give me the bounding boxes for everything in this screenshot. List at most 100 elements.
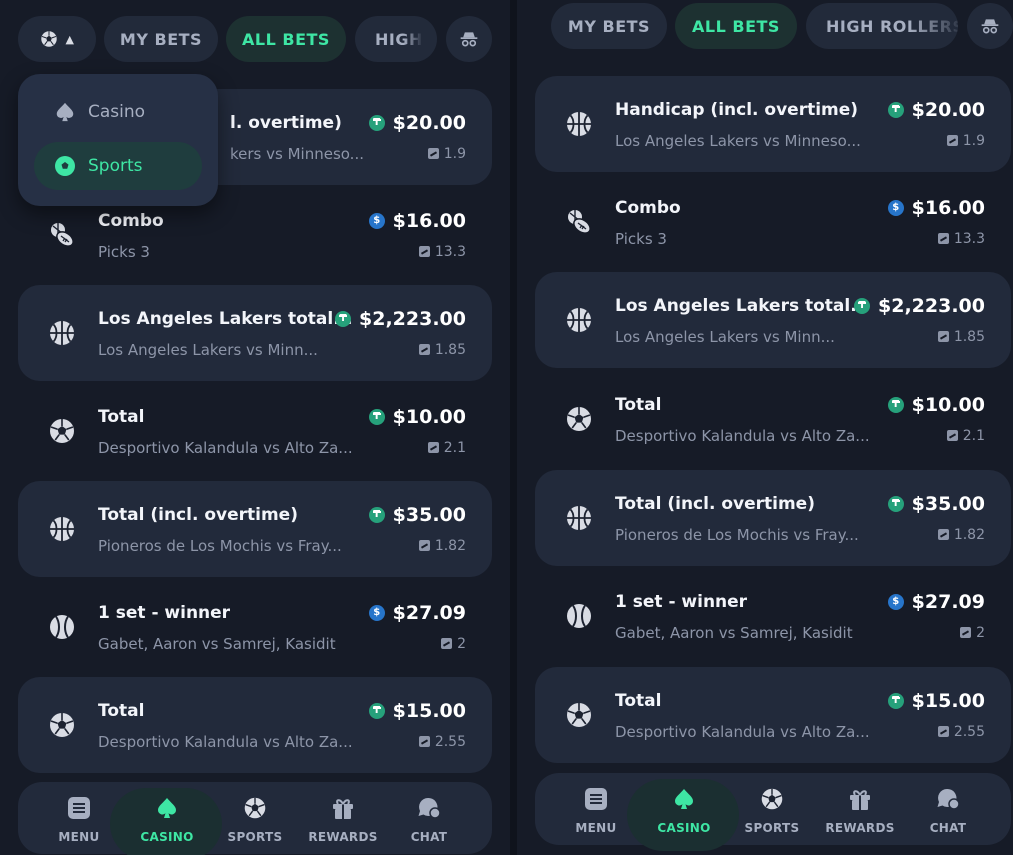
bet-subtitle: Pioneros de Los Mochis vs Fray... (98, 537, 342, 555)
bet-amount: $ $16.00 (368, 210, 466, 232)
bet-row[interactable]: Los Angeles Lakers total... Los Angeles … (18, 285, 492, 381)
tether-icon: T (368, 507, 385, 523)
bet-amount: $ $27.09 (368, 602, 466, 624)
basketball-icon (565, 504, 593, 532)
basketball-icon (48, 515, 76, 543)
nav-rewards[interactable]: REWARDS (817, 773, 903, 845)
dropdown-item-casino[interactable]: Casino (34, 88, 202, 136)
nav-chat[interactable]: CHAT (386, 782, 472, 854)
bet-row[interactable]: 1 set - winner Gabet, Aaron vs Samrej, K… (18, 579, 492, 675)
tennis-ball-icon (565, 602, 593, 630)
bet-subtitle: kers vs Minneso... (230, 145, 364, 163)
right-panel: MY BETS ALL BETS HIGH ROLLERS Handicap (… (517, 0, 1013, 855)
soccer-ball-icon (55, 156, 75, 176)
tether-icon: T (887, 496, 904, 512)
bet-odds: 1.85 (937, 329, 985, 345)
bet-title: Total (incl. overtime) (615, 494, 815, 514)
nav-chat[interactable]: CHAT (905, 773, 991, 845)
odds-icon (960, 627, 972, 638)
spade-icon (672, 787, 696, 811)
spade-icon (54, 101, 76, 123)
soccer-ball-icon (243, 796, 267, 820)
bet-amount: T $20.00 (887, 99, 985, 121)
bet-subtitle: Picks 3 (98, 243, 150, 261)
odds-icon (937, 529, 949, 540)
menu-icon (67, 796, 91, 820)
odds-icon (937, 726, 949, 737)
bet-row[interactable]: Total Desportivo Kalandula vs Alto Za...… (18, 383, 492, 479)
bet-row[interactable]: Combo Picks 3 $ $16.00 13.3 (535, 174, 1011, 270)
bet-title: Handicap (incl. overtime) (615, 100, 859, 120)
bet-row[interactable]: Handicap (incl. overtime) Los Angeles La… (535, 76, 1011, 172)
odds-icon (418, 246, 430, 257)
bet-odds: 2 (960, 625, 985, 641)
bet-title: Combo (615, 198, 681, 218)
bottom-nav: MENU CASINO SPORTS REWARDS CHAT (535, 773, 1011, 851)
odds-icon (418, 736, 430, 747)
nav-sports[interactable]: SPORTS (729, 773, 815, 845)
incognito-icon (980, 16, 1000, 36)
nav-menu[interactable]: MENU (553, 773, 639, 845)
incognito-button[interactable] (446, 16, 492, 62)
bet-odds: 1.9 (427, 146, 466, 162)
caret-up-icon: ▲ (65, 32, 75, 46)
bet-row[interactable]: Combo Picks 3 $ $16.00 13.3 (18, 187, 492, 283)
bet-subtitle: Picks 3 (615, 230, 667, 248)
soccer-ball-icon (565, 701, 593, 729)
tab-all-bets[interactable]: ALL BETS (675, 3, 797, 49)
nav-sports[interactable]: SPORTS (212, 782, 298, 854)
bet-title: Total (98, 701, 145, 721)
odds-icon (418, 344, 430, 355)
nav-casino[interactable]: CASINO (124, 782, 210, 854)
odds-icon (427, 148, 439, 159)
tab-all-bets[interactable]: ALL BETS (226, 16, 346, 62)
tether-icon: T (887, 693, 904, 709)
soccer-ball-icon (48, 417, 76, 445)
tab-my-bets[interactable]: MY BETS (551, 3, 667, 49)
tab-my-bets[interactable]: MY BETS (104, 16, 218, 62)
sport-filter-button[interactable]: ▲ (18, 16, 96, 62)
bet-odds: 1.82 (937, 527, 985, 543)
basketball-icon (565, 306, 593, 334)
incognito-icon (459, 29, 479, 49)
basketball-icon (48, 319, 76, 347)
tether-icon: T (368, 703, 385, 719)
bet-title: 1 set - winner (615, 592, 748, 612)
bet-title: Los Angeles Lakers total... (615, 296, 870, 316)
bet-row[interactable]: Los Angeles Lakers total... Los Angeles … (535, 272, 1011, 368)
bet-row[interactable]: Total Desportivo Kalandula vs Alto Za...… (535, 667, 1011, 763)
odds-icon (937, 233, 949, 244)
dropdown-item-sports[interactable]: Sports (34, 142, 202, 190)
nav-menu[interactable]: MENU (36, 782, 122, 854)
tether-icon: T (368, 115, 385, 131)
tether-icon: T (368, 409, 385, 425)
tab-high-rollers[interactable]: HIGH (355, 16, 437, 62)
nav-rewards[interactable]: REWARDS (300, 782, 386, 854)
gift-icon (848, 787, 872, 811)
bet-row[interactable]: Total (incl. overtime) Pioneros de Los M… (18, 481, 492, 577)
bet-subtitle: Desportivo Kalandula vs Alto Za... (615, 723, 870, 741)
bet-subtitle: Los Angeles Lakers vs Minn... (615, 328, 835, 346)
bet-title: Total (615, 395, 662, 415)
soccer-ball-icon (48, 711, 76, 739)
odds-icon (427, 442, 439, 453)
bet-row[interactable]: Total (incl. overtime) Pioneros de Los M… (535, 470, 1011, 566)
bet-row[interactable]: 1 set - winner Gabet, Aaron vs Samrej, K… (535, 568, 1011, 664)
tab-high-rollers[interactable]: HIGH ROLLERS (806, 3, 958, 49)
nav-casino[interactable]: CASINO (641, 773, 727, 845)
bet-amount: T $10.00 (887, 394, 985, 416)
bet-title: l. overtime) (230, 113, 342, 133)
bet-amount: $ $27.09 (887, 591, 985, 613)
menu-icon (584, 787, 608, 811)
left-panel: ▲ MY BETS ALL BETS HIGH l. overtime) ker… (0, 0, 510, 855)
usdc-icon: $ (368, 213, 385, 229)
bet-row[interactable]: Total Desportivo Kalandula vs Alto Za...… (18, 677, 492, 773)
bet-amount: T $35.00 (887, 493, 985, 515)
odds-icon (946, 430, 958, 441)
bet-row[interactable]: Total Desportivo Kalandula vs Alto Za...… (535, 371, 1011, 467)
incognito-button[interactable] (967, 3, 1013, 49)
active-tab-highlight (110, 788, 222, 855)
spade-icon (155, 796, 179, 820)
bet-amount: T $2,223.00 (335, 308, 466, 330)
bet-subtitle: Gabet, Aaron vs Samrej, Kasidit (98, 635, 336, 653)
